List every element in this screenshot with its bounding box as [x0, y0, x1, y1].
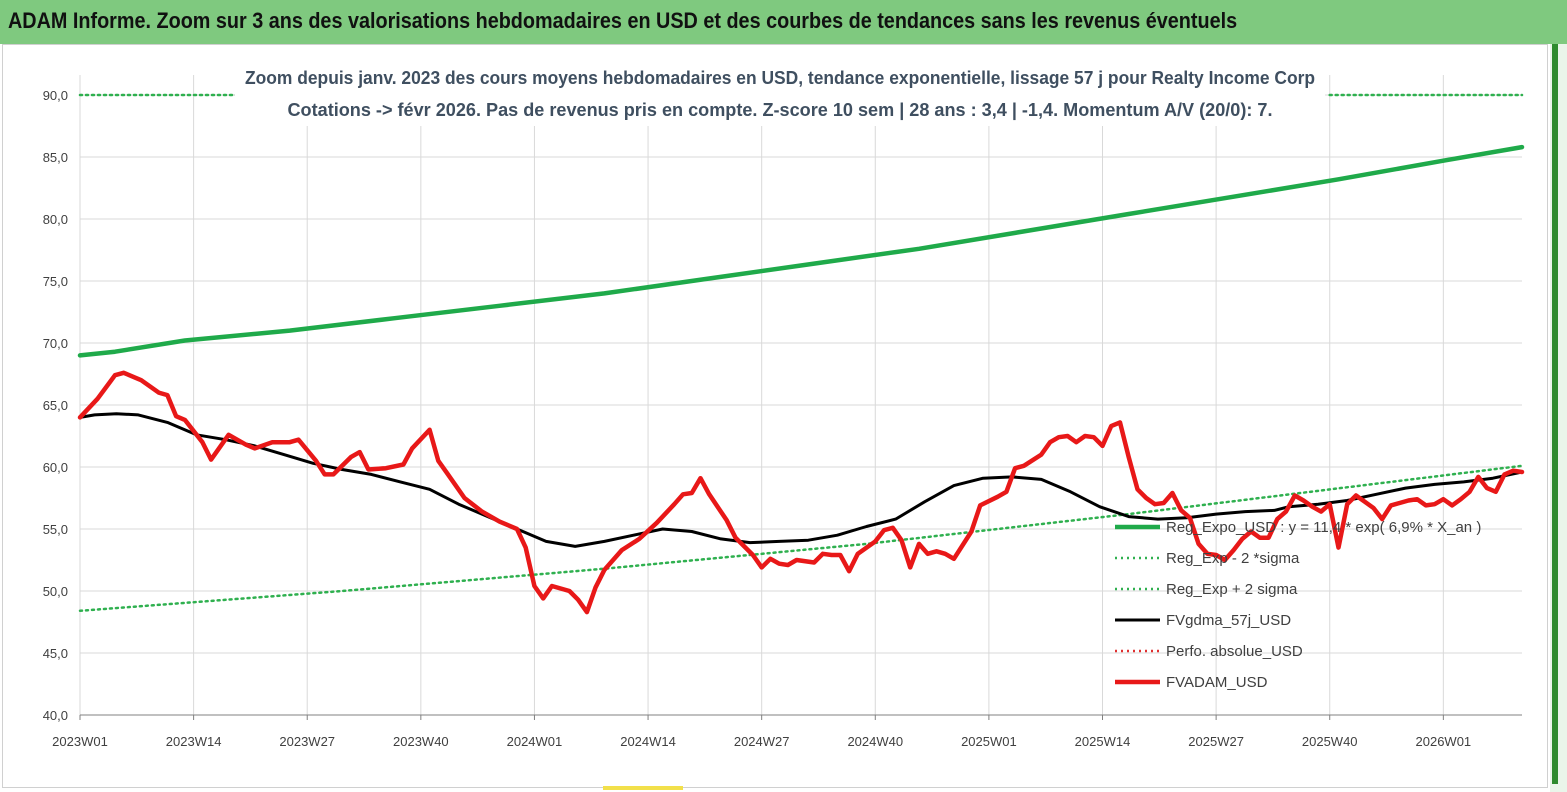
- legend: Reg_Expo_USD : y = 11,4 * exp( 6,9% * X_…: [1115, 519, 1481, 691]
- grid-lines: [79, 75, 1522, 716]
- legend-label: Reg_Exp + 2 sigma: [1166, 581, 1298, 598]
- legend-label: Reg_Exp - 2 *sigma: [1166, 550, 1300, 567]
- x-tick-label: 2024W01: [507, 734, 563, 749]
- y-tick-label: 60,0: [43, 460, 68, 475]
- x-tick-label: 2024W14: [620, 734, 676, 749]
- y-tick-label: 85,0: [43, 150, 68, 165]
- subtitle-background: [235, 62, 1325, 126]
- bottom-marker: [603, 786, 683, 790]
- axes: [79, 714, 1522, 720]
- x-tick-label: 2025W27: [1188, 734, 1244, 749]
- chart-subtitle: Cotations -> févr 2026. Pas de revenus p…: [288, 100, 1273, 120]
- chart-title: Zoom depuis janv. 2023 des cours moyens …: [245, 68, 1315, 88]
- x-tick-label: 2025W14: [1075, 734, 1131, 749]
- x-tick-label: 2024W40: [847, 734, 903, 749]
- y-tick-label: 75,0: [43, 274, 68, 289]
- x-tick-label: 2026W01: [1416, 734, 1472, 749]
- legend-label: FVADAM_USD: [1166, 674, 1268, 691]
- x-tick-label: 2023W01: [52, 734, 108, 749]
- right-edge-bar: [1552, 44, 1558, 784]
- legend-label: Perfo. absolue_USD: [1166, 643, 1303, 660]
- series-line-5: [77, 370, 1525, 615]
- series-line-0: [77, 144, 1525, 358]
- y-tick-label: 90,0: [43, 88, 68, 103]
- x-tick-label: 2023W14: [166, 734, 222, 749]
- x-tick-label: 2024W27: [734, 734, 790, 749]
- y-tick-label: 50,0: [43, 584, 68, 599]
- y-tick-labels: 40,0 45,0 50,0 55,0 60,0 65,0 70,0 75,0 80,0 85,0…: [43, 88, 68, 723]
- x-tick-label: 2025W01: [961, 734, 1017, 749]
- x-tick-label: 2025W40: [1302, 734, 1358, 749]
- series-lines: [77, 93, 1525, 615]
- y-tick-label: 45,0: [43, 646, 68, 661]
- y-tick-label: 40,0: [43, 708, 68, 723]
- report-title: ADAM Informe. Zoom sur 3 ans des valoris…: [8, 8, 1238, 33]
- series-line-1: [78, 464, 1524, 613]
- chart-frame: [2, 44, 1548, 788]
- y-tick-label: 65,0: [43, 398, 68, 413]
- legend-label: Reg_Expo_USD : y = 11,4 * exp( 6,9% * X_…: [1166, 519, 1481, 536]
- report-banner: ADAM Informe. Zoom sur 3 ans des valoris…: [0, 0, 1567, 44]
- legend-label: FVgdma_57j_USD: [1166, 612, 1291, 629]
- x-tick-labels: 2023W01 2023W14 2023W27 2023W40 2024W01 2024W…: [52, 734, 1471, 749]
- y-tick-label: 55,0: [43, 522, 68, 537]
- y-tick-label: 80,0: [43, 212, 68, 227]
- series-line-3: [78, 412, 1524, 548]
- x-tick-label: 2023W27: [279, 734, 335, 749]
- x-tick-label: 2023W40: [393, 734, 449, 749]
- y-tick-label: 70,0: [43, 336, 68, 351]
